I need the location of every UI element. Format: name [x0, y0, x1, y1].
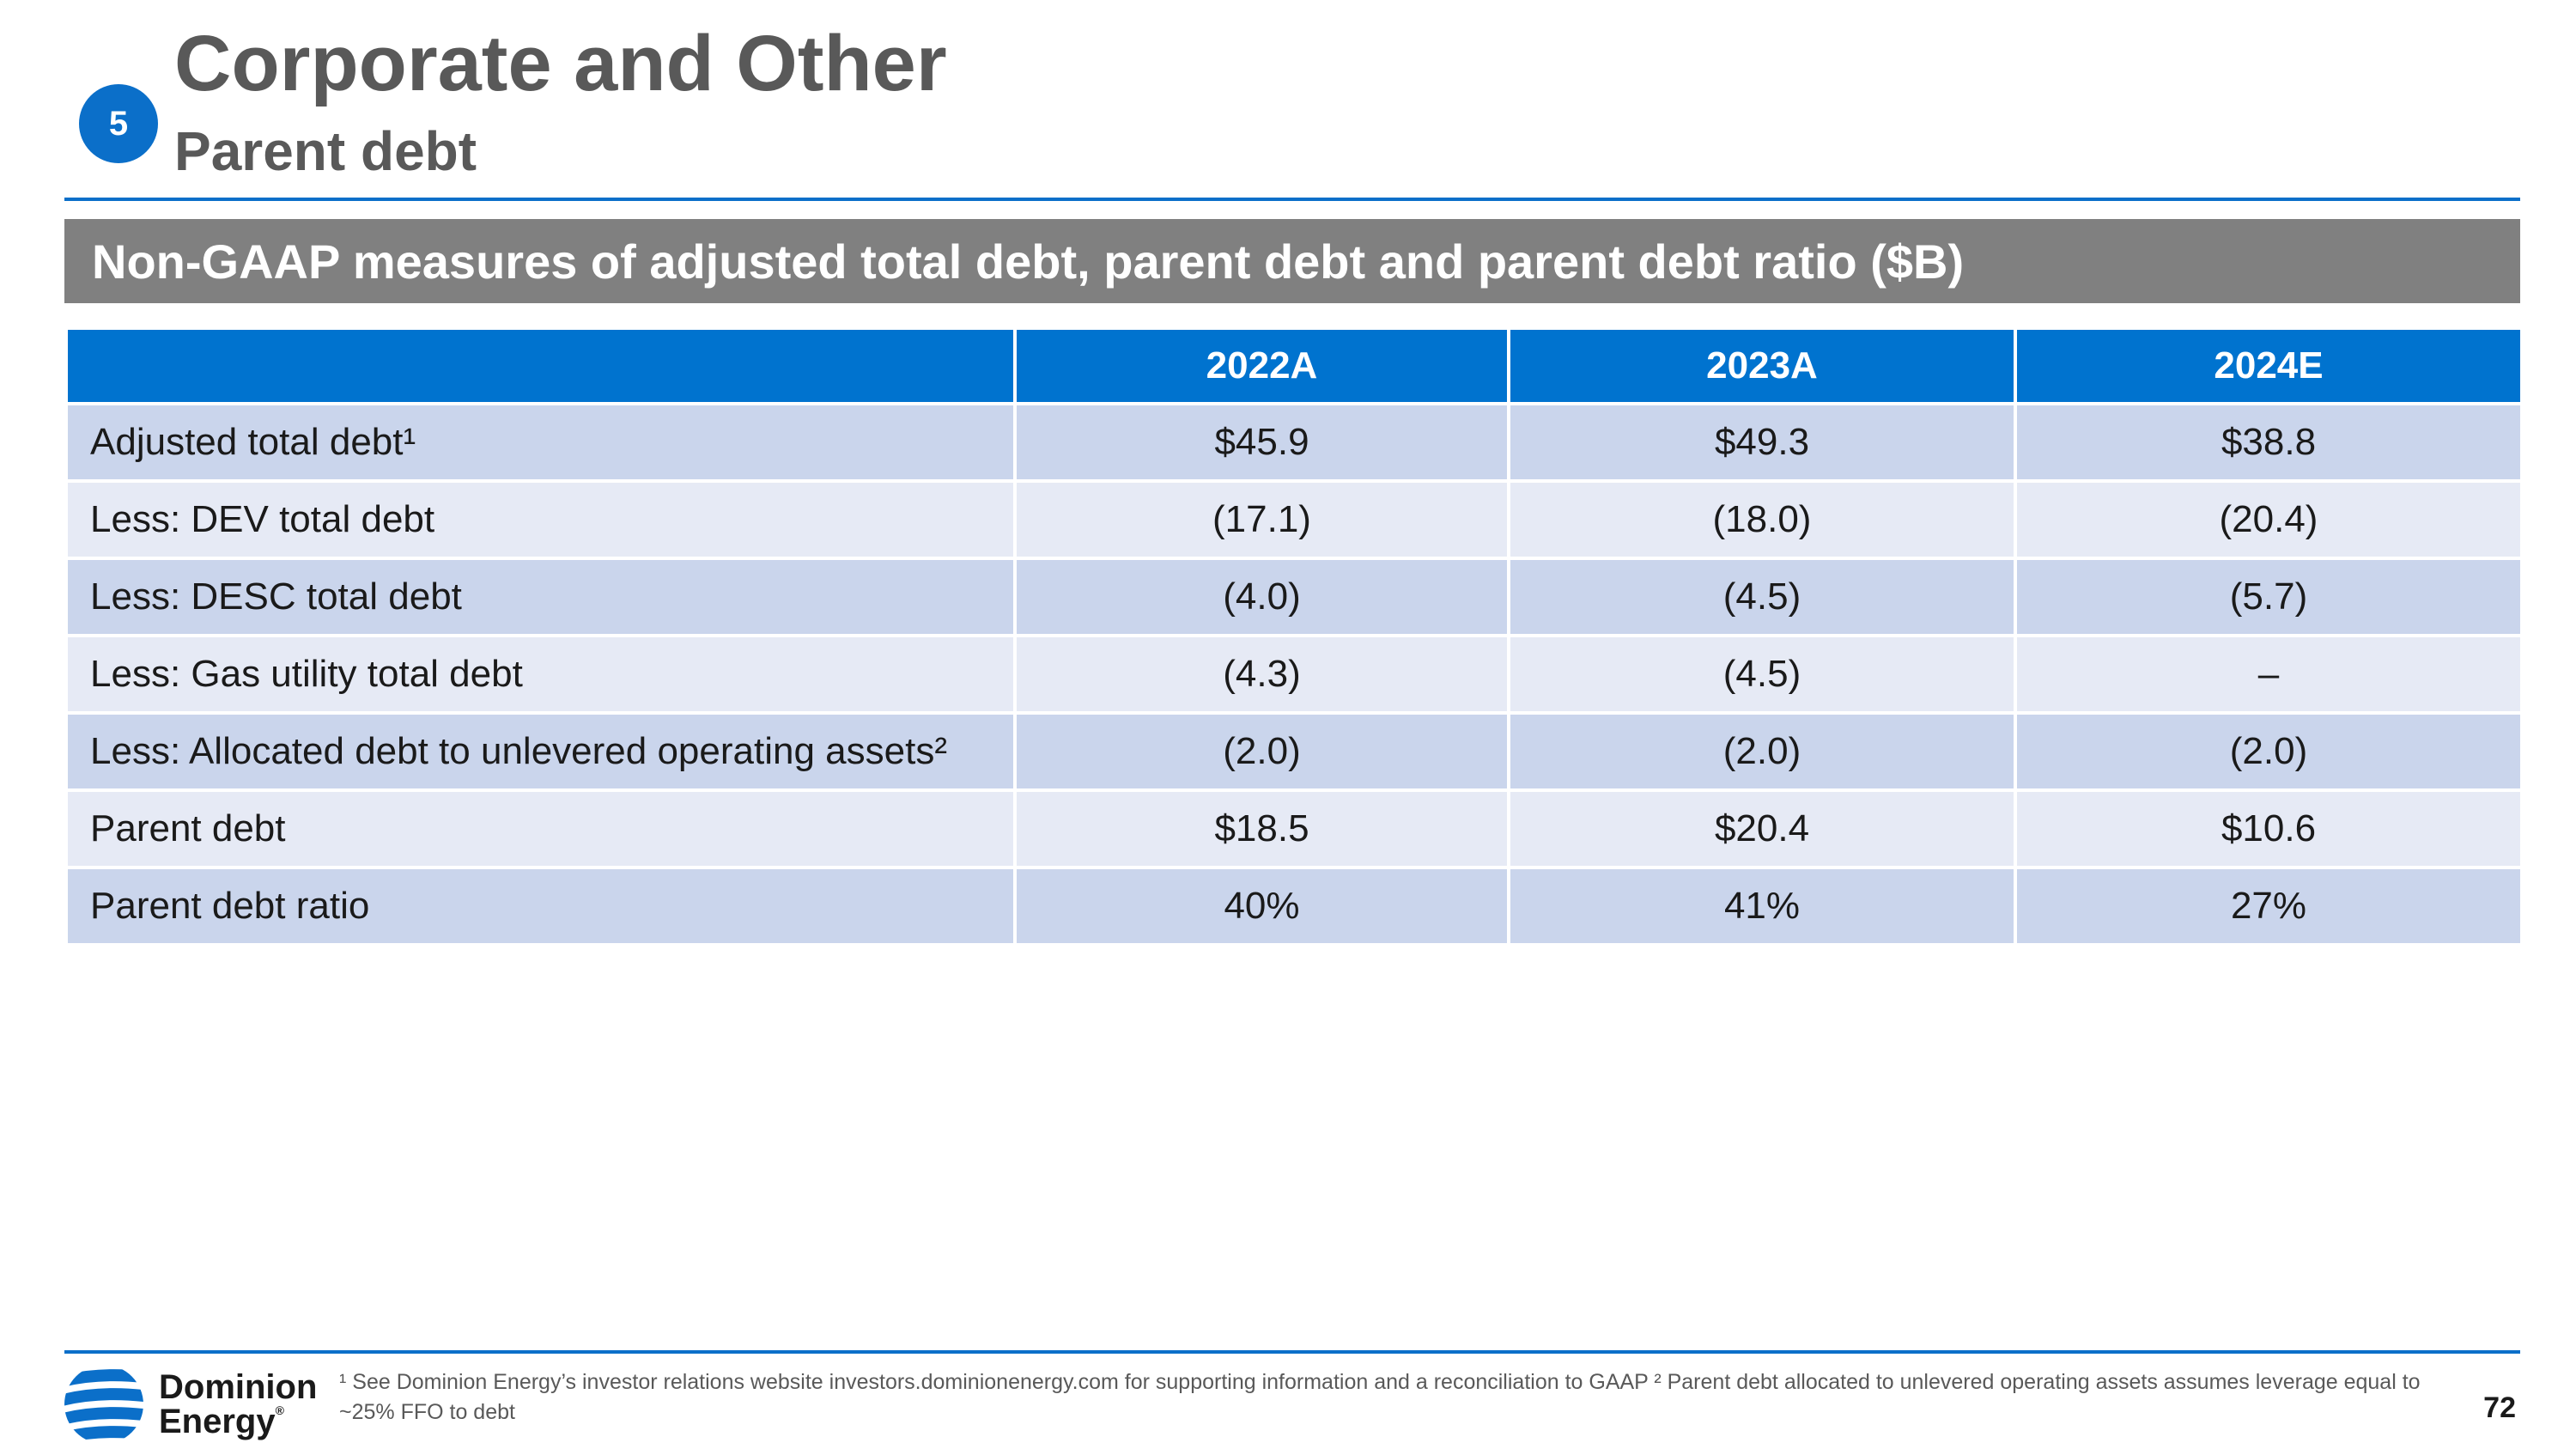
- registered-mark: ®: [275, 1403, 284, 1417]
- row-label: Parent debt: [64, 788, 1017, 869]
- cell-value: (5.7): [2014, 557, 2524, 637]
- cell-value: (4.3): [1013, 634, 1510, 715]
- cell-value: (20.4): [2014, 479, 2524, 560]
- cell-value: 40%: [1013, 866, 1510, 947]
- table-header-row: 2022A 2023A 2024E: [64, 326, 2524, 405]
- cell-value: (4.5): [1507, 557, 2017, 637]
- cell-value: (18.0): [1507, 479, 2017, 560]
- table-row: Less: DESC total debt (4.0) (4.5) (5.7): [64, 557, 2524, 637]
- table-row: Parent debt $18.5 $20.4 $10.6: [64, 788, 2524, 869]
- logo-word-dominion: Dominion: [159, 1368, 318, 1406]
- cell-value: (2.0): [2014, 711, 2524, 792]
- table-row: Less: Gas utility total debt (4.3) (4.5)…: [64, 634, 2524, 715]
- cell-value: –: [2014, 634, 2524, 715]
- footer-divider: [64, 1350, 2520, 1354]
- logo-wordmark: Dominion Energy®: [159, 1370, 317, 1439]
- table-row: Parent debt ratio 40% 41% 27%: [64, 866, 2524, 947]
- cell-value: $45.9: [1013, 402, 1510, 483]
- table-row: Adjusted total debt¹ $45.9 $49.3 $38.8: [64, 402, 2524, 483]
- cell-value: $18.5: [1013, 788, 1510, 869]
- cell-value: (2.0): [1013, 711, 1510, 792]
- cell-value: 27%: [2014, 866, 2524, 947]
- parent-debt-table: 2022A 2023A 2024E Adjusted total debt¹ $…: [64, 326, 2524, 947]
- table-row: Less: Allocated debt to unlevered operat…: [64, 711, 2524, 792]
- row-label: Less: DESC total debt: [64, 557, 1017, 637]
- cell-value: $38.8: [2014, 402, 2524, 483]
- cell-value: (4.5): [1507, 634, 2017, 715]
- footnote: ¹ See Dominion Energy’s investor relatio…: [339, 1370, 2421, 1424]
- cell-value: $20.4: [1507, 788, 2017, 869]
- header-cell-label: [64, 326, 1017, 405]
- table-row: Less: DEV total debt (17.1) (18.0) (20.4…: [64, 479, 2524, 560]
- logo-word-energy: Energy: [159, 1403, 276, 1440]
- table-banner: Non-GAAP measures of adjusted total debt…: [64, 219, 2520, 303]
- cell-value: $49.3: [1507, 402, 2017, 483]
- cell-value: 41%: [1507, 866, 2017, 947]
- header-cell-2024e: 2024E: [2014, 326, 2524, 405]
- dominion-energy-logo: Dominion Energy®: [64, 1361, 322, 1447]
- header-cell-2022a: 2022A: [1013, 326, 1510, 405]
- cell-value: (4.0): [1013, 557, 1510, 637]
- row-label: Adjusted total debt¹: [64, 402, 1017, 483]
- page-number: 72: [2483, 1391, 2516, 1424]
- section-number-badge: 5: [79, 84, 158, 163]
- title-divider: [64, 198, 2520, 201]
- cell-value: (2.0): [1507, 711, 2017, 792]
- row-label: Less: Allocated debt to unlevered operat…: [64, 711, 1017, 792]
- dominion-energy-logo-icon: [64, 1369, 143, 1444]
- cell-value: $10.6: [2014, 788, 2524, 869]
- logo-word-energy-line: Energy®: [159, 1404, 317, 1439]
- header-cell-2023a: 2023A: [1507, 326, 2017, 405]
- cell-value: (17.1): [1013, 479, 1510, 560]
- row-label: Less: DEV total debt: [64, 479, 1017, 560]
- page-subtitle: Parent debt: [174, 120, 477, 182]
- page-title: Corporate and Other: [174, 20, 947, 107]
- row-label: Parent debt ratio: [64, 866, 1017, 947]
- row-label: Less: Gas utility total debt: [64, 634, 1017, 715]
